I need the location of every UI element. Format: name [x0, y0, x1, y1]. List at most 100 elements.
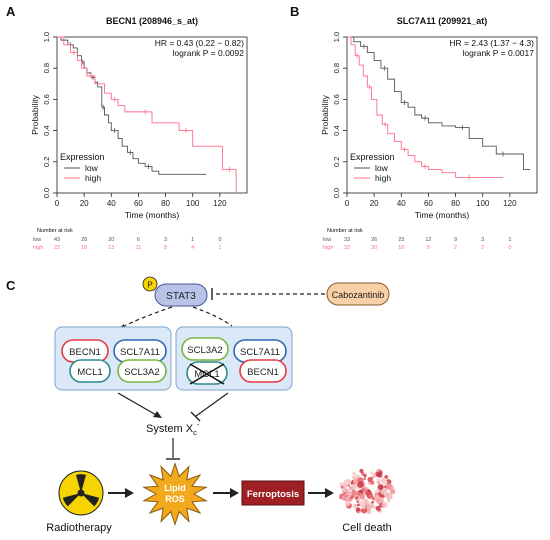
- legend-label-high: high: [85, 173, 101, 183]
- risk-count: 3: [164, 237, 167, 243]
- risk-row-label: high: [33, 245, 43, 251]
- km-plot-becn1: BECN1 (208946_s_at) 0.0 0.2 0.4 0.6 0.8 1.0 0 20…: [30, 16, 248, 251]
- x-tick-label: 120: [213, 199, 227, 208]
- risk-count: 32: [344, 245, 350, 251]
- chart-title: SLC7A11 (209921_at): [397, 16, 488, 26]
- risk-count: 20: [108, 237, 114, 243]
- stat3-to-box1-arrow: [119, 306, 173, 329]
- protein-box-1: BECN1 SCL7A11 MCL1 SCL3A2: [54, 326, 172, 391]
- cell-fragment: [350, 483, 357, 490]
- risk-count: 6: [137, 237, 140, 243]
- phospho-label: P: [147, 281, 152, 290]
- x-tick-label: 100: [476, 199, 490, 208]
- plot-frame: [56, 36, 248, 194]
- risk-count: 11: [136, 245, 142, 251]
- risk-count: 4: [191, 245, 194, 251]
- cell-fragment: [340, 485, 344, 489]
- y-tick-label: 0.6: [332, 94, 341, 104]
- lipid-ros-label-line2: ROS: [165, 494, 185, 504]
- lipid-ros-label-line1: Lipid: [164, 483, 186, 493]
- legend-title: Expression: [350, 152, 395, 162]
- panel-label-c: C: [6, 278, 16, 293]
- dying-cell-icon: [339, 468, 396, 515]
- cell-fragment: [359, 468, 364, 473]
- cell-fragment: [357, 481, 364, 488]
- cell-fragment: [373, 493, 380, 500]
- cell-fragment: [390, 486, 395, 490]
- cell-fragment: [384, 475, 389, 479]
- cell-fragment: [376, 478, 381, 483]
- risk-count: 33: [344, 237, 350, 243]
- hazard-ratio-text: HR = 2.43 (1.37 − 4.3): [449, 38, 534, 48]
- stat3-label: STAT3: [166, 291, 196, 302]
- inhibition-arrow: [211, 288, 325, 300]
- x-tick-label: 40: [107, 199, 116, 208]
- cell-fragment: [358, 511, 361, 514]
- risk-row-label: low: [323, 237, 331, 243]
- x-tick-label: 100: [186, 199, 200, 208]
- box1-scl3a2-label: SCL3A2: [124, 367, 159, 378]
- risk-count: 43: [54, 237, 60, 243]
- y-tick-label: 0.2: [332, 157, 341, 167]
- cell-fragment: [341, 487, 347, 493]
- cell-fragment: [366, 510, 371, 515]
- legend-title: Expression: [60, 152, 105, 162]
- logrank-p-text: logrank P = 0.0017: [463, 48, 535, 58]
- risk-count: 2: [454, 245, 457, 251]
- hazard-ratio-text: HR = 0.43 (0.22 − 0.82): [155, 38, 244, 48]
- cell-fragment: [381, 501, 388, 508]
- cell-fragment: [371, 500, 374, 504]
- y-tick-label: 0.8: [332, 63, 341, 73]
- risk-count: 5: [427, 245, 430, 251]
- risk-table-title: Number at risk: [327, 228, 363, 234]
- y-tick-label: 0.2: [42, 157, 51, 167]
- stat3-node: STAT3: [154, 283, 208, 307]
- survival-curve-high: [347, 36, 504, 178]
- x-tick-label: 60: [424, 199, 433, 208]
- risk-count: 1: [191, 237, 194, 243]
- risk-count: 13: [108, 245, 114, 251]
- cell-fragment: [367, 489, 371, 493]
- cell-fragment: [363, 473, 367, 478]
- risk-row-label: low: [33, 237, 41, 243]
- box1-scl7a11-label: SCL7A11: [120, 347, 160, 358]
- ferroptosis-label: Ferroptosis: [247, 489, 299, 500]
- risk-count: 8: [164, 245, 167, 251]
- box2-to-system-inhibit: [195, 392, 229, 417]
- logrank-p-text: logrank P = 0.0092: [173, 48, 245, 58]
- stat3-to-box2-line: [192, 306, 233, 327]
- legend-label-low: low: [375, 163, 389, 173]
- cell-fragment: [358, 500, 366, 508]
- cell-fragment: [339, 482, 345, 488]
- box1-becn1-label: BECN1: [69, 347, 101, 358]
- radiation-icon: [58, 470, 104, 516]
- protein-box-2: SCL3A2 SCL7A11 MCL1 BECN1: [175, 326, 293, 391]
- cell-fragment: [363, 511, 366, 514]
- box1-to-system-arrow: [117, 392, 159, 417]
- risk-count: 26: [371, 237, 377, 243]
- cell-fragment: [352, 471, 356, 476]
- risk-count: 20: [371, 245, 377, 251]
- risk-count: 3: [481, 237, 484, 243]
- box2-scl3a2-label: SCL3A2: [187, 345, 222, 356]
- risk-table-title: Number at risk: [37, 228, 73, 234]
- x-tick-label: 0: [55, 199, 60, 208]
- x-axis-label: Time (months): [415, 210, 470, 220]
- y-tick-label: 0.0: [332, 188, 341, 198]
- risk-count: 18: [81, 245, 87, 251]
- cabozantinib-label: Cabozantinib: [332, 290, 385, 300]
- y-tick-label: 0.4: [42, 125, 51, 135]
- legend-label-high: high: [375, 173, 391, 183]
- cell-fragment: [375, 505, 381, 511]
- x-tick-label: 80: [161, 199, 170, 208]
- x-tick-label: 60: [134, 199, 143, 208]
- x-tick-label: 120: [503, 199, 517, 208]
- y-tick-label: 0.8: [42, 63, 51, 73]
- risk-count: 12: [425, 237, 431, 243]
- y-tick-label: 1.0: [42, 32, 51, 42]
- cell-fragment: [377, 484, 384, 491]
- mechanism-diagram: Cabozantinib STAT3 P BECN1 SCL7A11 MCL1 …: [46, 276, 396, 534]
- box2-becn1-label: BECN1: [247, 367, 279, 378]
- mcl1-cross-line-2: [189, 363, 225, 385]
- x-tick-label: 80: [451, 199, 460, 208]
